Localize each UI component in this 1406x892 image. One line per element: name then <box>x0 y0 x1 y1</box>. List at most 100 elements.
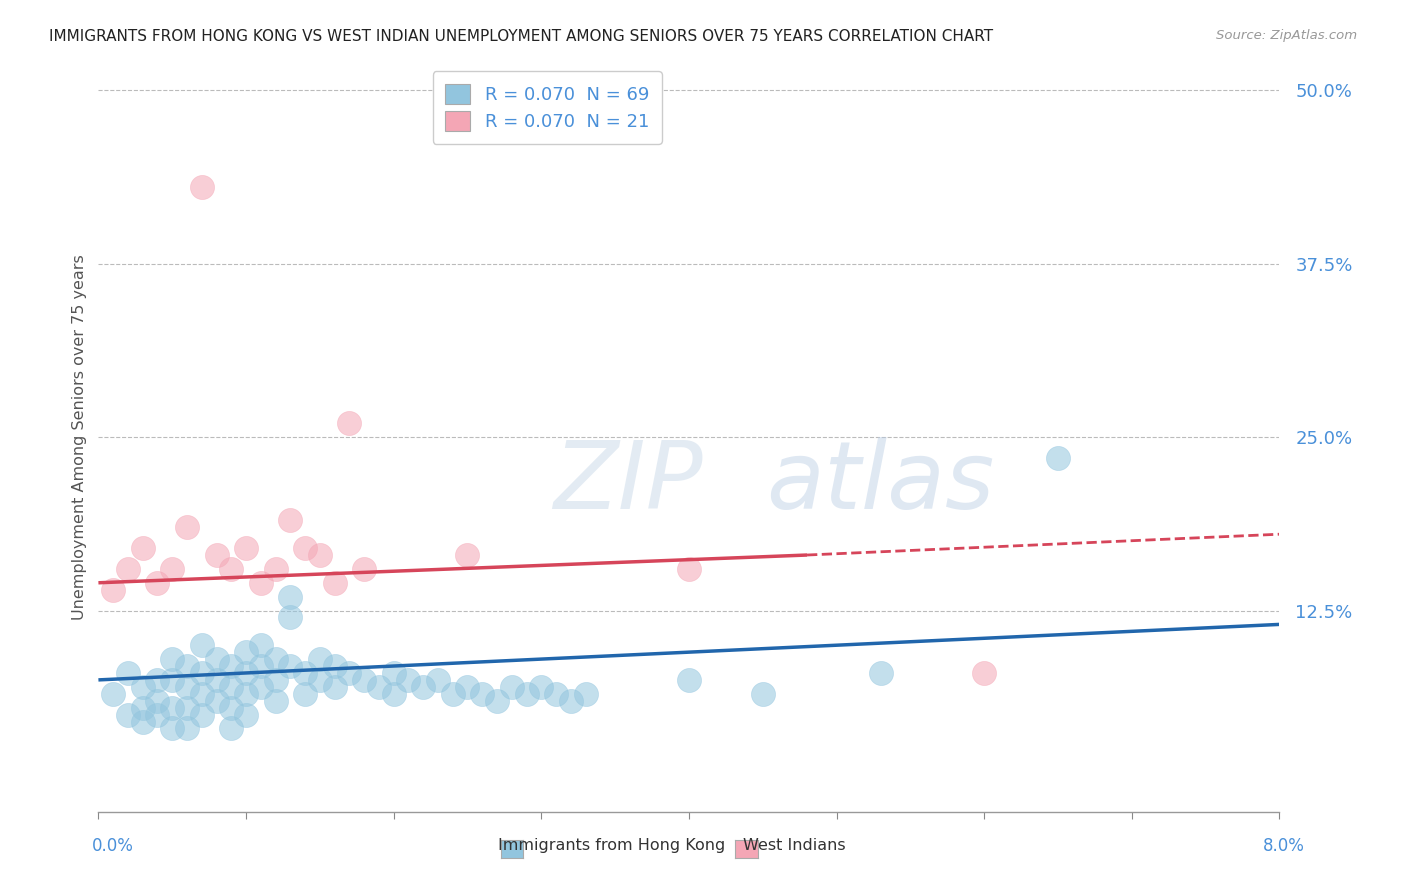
Point <box>205 548 228 562</box>
Point <box>117 562 139 576</box>
Point <box>205 694 228 708</box>
Point <box>235 707 257 722</box>
Point <box>162 700 183 714</box>
Point <box>250 575 273 590</box>
Point <box>191 687 214 701</box>
Point <box>162 673 183 687</box>
Point <box>132 700 155 714</box>
Point <box>294 541 316 555</box>
Point <box>501 680 523 694</box>
Point <box>486 694 509 708</box>
Point <box>412 680 434 694</box>
Point <box>398 673 420 687</box>
Point <box>323 575 346 590</box>
Text: atlas: atlas <box>766 436 994 527</box>
Point <box>146 575 169 590</box>
Point <box>280 513 302 527</box>
Point <box>117 707 139 722</box>
Point <box>132 680 155 694</box>
Point <box>280 659 302 673</box>
Text: 8.0%: 8.0% <box>1263 837 1305 855</box>
Point <box>235 645 257 659</box>
Text: IMMIGRANTS FROM HONG KONG VS WEST INDIAN UNEMPLOYMENT AMONG SENIORS OVER 75 YEAR: IMMIGRANTS FROM HONG KONG VS WEST INDIAN… <box>49 29 993 44</box>
Point <box>323 680 346 694</box>
Point <box>471 687 494 701</box>
Point <box>530 680 553 694</box>
Point <box>382 687 405 701</box>
Point <box>221 659 243 673</box>
Point <box>280 590 302 604</box>
Point <box>146 673 169 687</box>
Text: Source: ZipAtlas.com: Source: ZipAtlas.com <box>1216 29 1357 42</box>
Point <box>353 673 375 687</box>
Point <box>353 562 375 576</box>
Point <box>339 665 361 680</box>
Point <box>205 652 228 666</box>
Point <box>441 687 464 701</box>
Point <box>162 652 183 666</box>
Point <box>427 673 450 687</box>
Point <box>176 700 198 714</box>
Point <box>235 687 257 701</box>
Point <box>309 652 332 666</box>
Point <box>309 673 332 687</box>
Point <box>146 707 169 722</box>
Point <box>973 665 995 680</box>
Point <box>678 673 700 687</box>
Point <box>191 180 214 194</box>
Point <box>323 659 346 673</box>
Point <box>162 722 183 736</box>
Text: West Indians: West Indians <box>744 838 845 853</box>
Point <box>191 665 214 680</box>
Point <box>103 582 125 597</box>
Point <box>191 638 214 652</box>
Point <box>382 665 405 680</box>
Point <box>117 665 139 680</box>
Text: ZIP: ZIP <box>553 436 703 527</box>
Point <box>205 673 228 687</box>
Point <box>457 548 479 562</box>
Point <box>221 562 243 576</box>
Point <box>309 548 332 562</box>
Point <box>176 520 198 534</box>
Point <box>280 610 302 624</box>
Point <box>560 694 582 708</box>
Point <box>191 707 214 722</box>
Point <box>103 687 125 701</box>
Point <box>250 680 273 694</box>
Point <box>250 659 273 673</box>
Text: 0.0%: 0.0% <box>91 837 134 855</box>
Point <box>132 714 155 729</box>
Point <box>678 562 700 576</box>
Point <box>264 694 287 708</box>
Point <box>294 665 316 680</box>
Point <box>264 673 287 687</box>
Text: Immigrants from Hong Kong: Immigrants from Hong Kong <box>498 838 725 853</box>
Point <box>339 416 361 430</box>
Point <box>221 680 243 694</box>
Point <box>176 722 198 736</box>
Point <box>870 665 893 680</box>
Point <box>516 687 538 701</box>
Point <box>235 541 257 555</box>
Point <box>146 694 169 708</box>
Point <box>1046 450 1070 465</box>
Point <box>294 687 316 701</box>
Point <box>264 652 287 666</box>
Point <box>546 687 568 701</box>
Point <box>235 665 257 680</box>
Point <box>457 680 479 694</box>
Point <box>221 700 243 714</box>
Point <box>176 680 198 694</box>
Point <box>132 541 155 555</box>
Point <box>368 680 391 694</box>
Point <box>752 687 775 701</box>
Legend: R = 0.070  N = 69, R = 0.070  N = 21: R = 0.070 N = 69, R = 0.070 N = 21 <box>433 71 662 144</box>
Point <box>575 687 598 701</box>
Point <box>162 562 183 576</box>
Y-axis label: Unemployment Among Seniors over 75 years: Unemployment Among Seniors over 75 years <box>72 254 87 620</box>
Point <box>250 638 273 652</box>
Point <box>264 562 287 576</box>
Point <box>176 659 198 673</box>
Point <box>221 722 243 736</box>
